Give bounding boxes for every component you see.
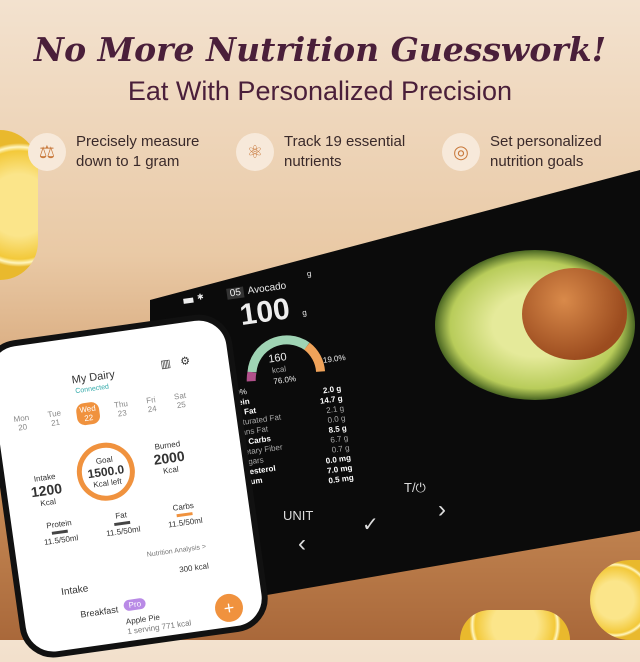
phone-app: My Dairy Connected ▥ ⚙ Mon 20 Tue 21 Wed 22 Th… (0, 310, 273, 662)
subheadline: Eat With Personalized Precision (127, 76, 513, 106)
macro-summary: Protein 11.5/50ml Fat 11.5/50ml Carbs 11.5/50… (41, 500, 203, 547)
macro-name: Fat (114, 510, 128, 521)
feature-text: nutrients (284, 153, 342, 170)
prev-button[interactable]: ‹ (298, 530, 306, 557)
unit-indicator: g (306, 268, 312, 279)
macro-protein: Protein 11.5/50ml (41, 517, 79, 547)
confirm-button[interactable]: ✓ (362, 514, 379, 536)
feature-goals: ◎ Set personalized nutrition goals (442, 132, 602, 172)
meal-label: Breakfast (79, 604, 119, 620)
macro-value: 11.5/50ml (43, 533, 79, 547)
app-title: My Dairy (71, 368, 116, 387)
nutrient-value: 0.5 mg (327, 472, 355, 486)
week-strip: Mon 20 Tue 21 Wed 22 Thu 23 Fri 24 Sat 25 (10, 388, 191, 435)
carbs-percent: 19.0% (322, 352, 347, 366)
day-number: 24 (147, 404, 158, 415)
day-tue[interactable]: Tue 21 (44, 406, 66, 430)
macro-value: 11.5/50ml (167, 515, 204, 530)
feature-text: Track 19 essential (284, 133, 406, 150)
molecule-icon: ⚛ (236, 133, 274, 171)
day-number: 25 (176, 399, 187, 411)
carbs-arc (303, 342, 326, 373)
feature-nutrients: ⚛ Track 19 essential nutrients (236, 132, 405, 172)
goal-ring: Goal 1500.0 Kcal left (73, 438, 139, 505)
day-number: 21 (50, 417, 61, 428)
day-wed[interactable]: Wed 22 (75, 401, 101, 427)
day-thu[interactable]: Thu 23 (110, 397, 133, 422)
day-number: 20 (17, 422, 28, 433)
day-fri[interactable]: Fri 24 (142, 393, 160, 417)
feature-text: Set personalized (490, 133, 602, 150)
avocado-pit (522, 268, 627, 360)
macro-name: Protein (45, 518, 73, 531)
battery-icon (183, 297, 194, 304)
scale-balance-icon: ⚖ (28, 133, 66, 171)
target-icon: ◎ (442, 133, 480, 171)
macro-carbs: Carbs 11.5/50ml (165, 500, 203, 530)
add-button[interactable]: + (213, 592, 245, 624)
macro-fat: Fat 11.5/50ml (103, 509, 142, 539)
intake-section-title: Intake (60, 583, 90, 599)
macro-ring (246, 335, 326, 382)
nutrition-analysis-link[interactable]: Nutrition Analysis > (146, 543, 207, 559)
protein-arc (246, 371, 257, 382)
day-number: 23 (117, 408, 128, 419)
tare-power-button[interactable]: T/⏻ (404, 480, 426, 495)
macro-value: 11.5/50ml (105, 524, 142, 539)
weight-readout: 100 (237, 292, 292, 333)
lemon-slice (460, 610, 570, 640)
settings-icon[interactable]: ⚙ (179, 354, 191, 369)
weight-unit: g (301, 307, 308, 318)
lemon-slice (590, 560, 640, 640)
fat-arc (247, 335, 310, 373)
feature-precision: ⚖ Precisely measure down to 1 gram (28, 132, 199, 172)
bluetooth-icon: ✱ (196, 292, 205, 302)
scale-display: ✱ g 05 Avocado 100 g 160 kcal 5.0% 76.0%… (177, 261, 387, 509)
feature-text: down to 1 gram (76, 153, 180, 170)
feature-text: nutrition goals (490, 153, 584, 170)
next-button[interactable]: › (438, 496, 446, 523)
day-mon[interactable]: Mon 20 (10, 411, 34, 436)
headline: No More Nutrition Guesswork! (33, 30, 607, 69)
day-sat[interactable]: Sat 25 (170, 388, 191, 412)
pro-badge: Pro (122, 597, 147, 612)
fat-percent: 76.0% (272, 374, 297, 387)
stats-icon[interactable]: ▥ (159, 357, 172, 372)
unit-button[interactable]: UNIT (283, 508, 314, 523)
intake-total: 300 kcal (178, 561, 210, 575)
feature-text: Precisely measure (76, 133, 200, 150)
macro-name: Carbs (172, 500, 195, 513)
